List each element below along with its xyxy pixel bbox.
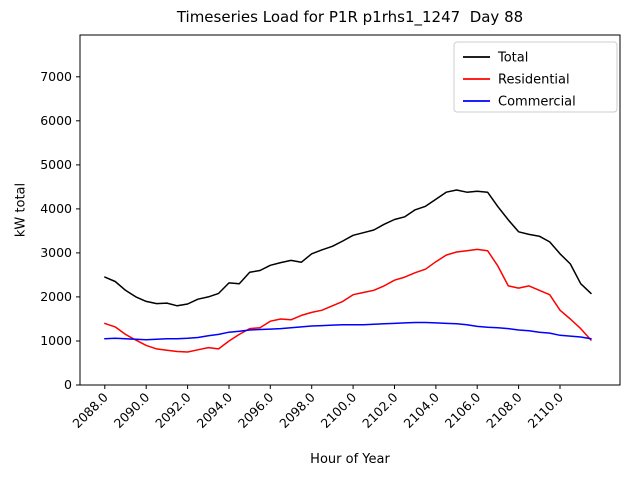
legend-label-total: Total (497, 51, 528, 66)
y-tick-label: 4000 (40, 201, 72, 216)
legend-label-commercial: Commercial (498, 95, 576, 110)
y-tick-label: 1000 (40, 333, 72, 348)
x-axis-label: Hour of Year (310, 452, 390, 467)
x-tick-label: 2102.0 (359, 389, 401, 431)
y-tick-label: 3000 (40, 245, 72, 260)
x-tick-label: 2100.0 (318, 389, 360, 431)
axes-frame (79, 34, 621, 386)
y-tick-label: 0 (64, 377, 72, 392)
y-axis-label: kW total (13, 182, 29, 238)
series-line-commercial (104, 321, 592, 341)
y-tick-label: 2000 (40, 289, 72, 304)
y-tick-label: 6000 (40, 113, 72, 128)
x-tick-label: 2108.0 (483, 389, 525, 431)
series-line-total (104, 189, 592, 307)
series-line-residential (104, 248, 592, 353)
x-tick-label: 2094.0 (194, 389, 236, 431)
chart-title: Timeseries Load for P1R p1rhs1_1247 Day … (176, 8, 524, 26)
x-tick-label: 2096.0 (235, 389, 277, 431)
x-tick-label: 2110.0 (525, 389, 567, 431)
x-tick-label: 2104.0 (400, 389, 442, 431)
y-tick-label: 5000 (40, 157, 72, 172)
x-tick-label: 2098.0 (276, 389, 318, 431)
x-tick-label: 2088.0 (69, 389, 111, 431)
legend-box (453, 41, 618, 113)
x-tick-label: 2106.0 (442, 389, 484, 431)
y-tick-label: 7000 (40, 69, 72, 84)
x-tick-label: 2090.0 (111, 389, 153, 431)
x-tick-label: 2092.0 (152, 389, 194, 431)
legend-label-residential: Residential (498, 73, 570, 88)
